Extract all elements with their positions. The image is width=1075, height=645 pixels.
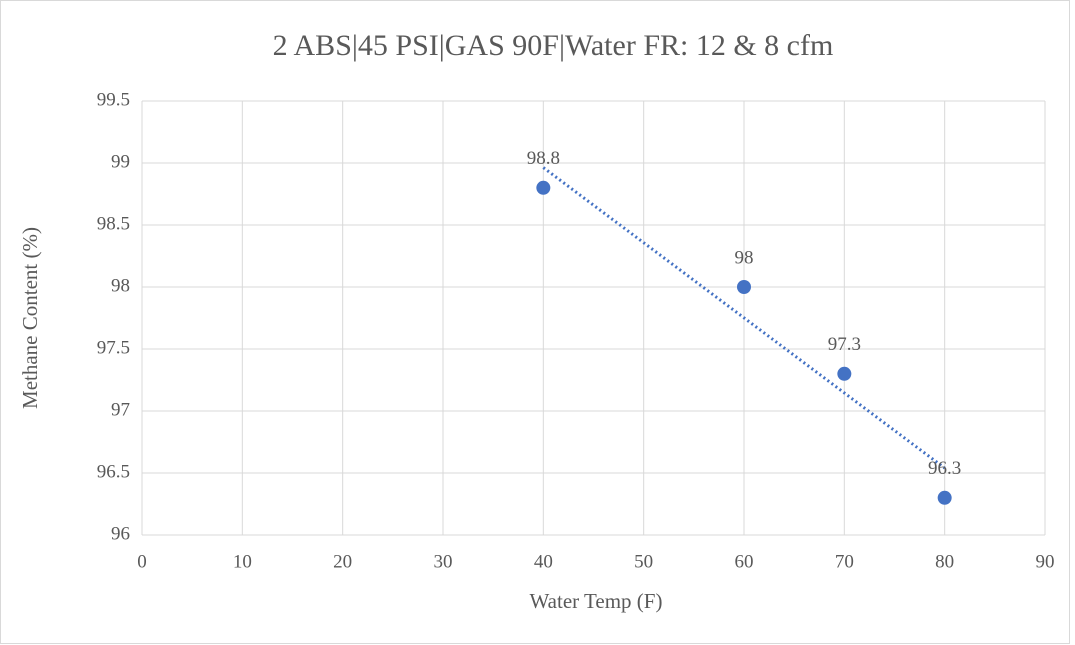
- y-tick-label: 98.5: [97, 213, 130, 234]
- data-label: 96.3: [928, 458, 961, 479]
- y-tick-label: 96.5: [97, 461, 130, 482]
- x-tick-label: 20: [333, 551, 352, 572]
- data-label: 98: [735, 247, 754, 268]
- x-axis-label: Water Temp (F): [530, 589, 663, 613]
- y-tick-label: 99.5: [97, 89, 130, 110]
- trendline: [542, 166, 946, 470]
- y-tick-label: 96: [111, 523, 130, 544]
- x-tick-label: 50: [634, 551, 653, 572]
- x-tick-label: 70: [835, 551, 854, 572]
- y-tick-label: 97.5: [97, 337, 130, 358]
- x-tick-label: 60: [735, 551, 754, 572]
- x-tick-label: 40: [534, 551, 553, 572]
- data-point: [737, 280, 751, 294]
- y-tick-label: 98: [111, 275, 130, 296]
- x-tick-label: 30: [434, 551, 453, 572]
- y-axis-label: Methane Content (%): [18, 227, 42, 409]
- data-point: [837, 366, 852, 381]
- x-tick-label: 10: [233, 551, 252, 572]
- chart-title: 2 ABS|45 PSI|GAS 90F|Water FR: 12 & 8 cf…: [273, 29, 834, 62]
- data-label: 98.8: [527, 148, 560, 169]
- y-tick-label: 97: [111, 399, 130, 420]
- data-point: [937, 490, 952, 505]
- x-tick-label: 0: [137, 551, 147, 572]
- x-tick-label: 90: [1036, 551, 1055, 572]
- data-point: [536, 180, 551, 195]
- y-tick-label: 99: [111, 151, 130, 172]
- data-label: 97.3: [828, 334, 861, 355]
- x-tick-label: 80: [935, 551, 954, 572]
